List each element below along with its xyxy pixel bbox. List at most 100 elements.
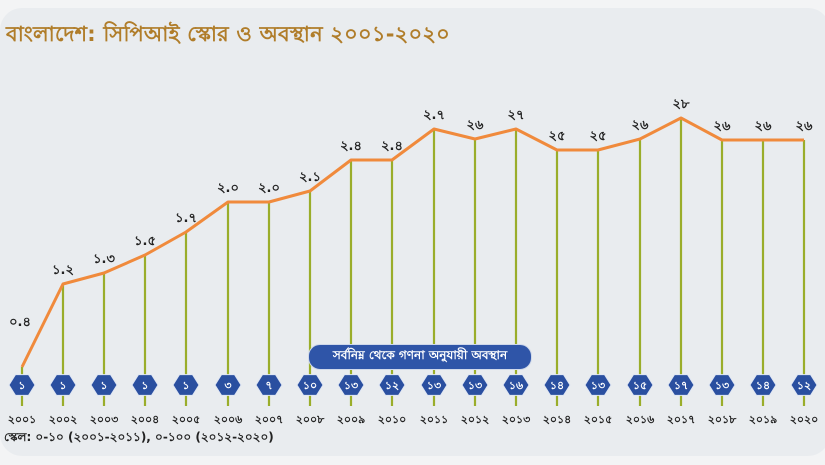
year-label: ২০০৬ [213,413,243,426]
rank-value: ১৩ [468,379,482,392]
hexagon-icon [420,374,448,396]
year-label: ২০০৪ [130,413,160,426]
score-label: ২.০ [217,181,239,196]
rank-value: ৭ [265,379,272,392]
hexagon-icon [131,374,159,396]
score-label: ২৬ [755,119,772,134]
score-label: ২৮ [673,97,690,112]
year-label: ২০০১ [7,413,37,426]
rank-badge: ১৩ [337,374,365,396]
score-label: ২৬ [796,119,813,134]
score-label: ২.৪ [381,139,403,154]
rank-value: ১ [100,379,107,392]
rank-value: ১৬ [509,379,524,392]
rank-value: ১ [59,379,66,392]
year-label: ২০১০ [377,413,407,426]
rank-badge: ১ [8,374,36,396]
year-label: ২০২০ [789,413,819,426]
hexagon-icon [90,374,118,396]
hexagon-icon [296,374,324,396]
rank-badge: ১৬ [502,374,530,396]
hexagon-icon [172,374,200,396]
rank-badge: ১৩ [420,374,448,396]
scale-note: স্কেল: ০-১০ (২০০১-২০১১), ০-১০০ (২০১২-২০২… [4,430,274,444]
score-label: ২.৪ [340,139,362,154]
rank-badge: ৩ [214,374,242,396]
hexagon-icon [584,374,612,396]
hexagon-icon [749,374,777,396]
rank-badge: ১২ [790,374,818,396]
rank-badge: ১৩ [708,374,736,396]
year-label: ২০১৭ [666,413,696,426]
rank-badge: ১২ [378,374,406,396]
rank-caption-pill: সর্বনিম্ন থেকে গণনা অনুযায়ী অবস্থান [308,344,532,370]
year-label: ২০১৩ [501,413,531,426]
hexagon-icon [337,374,365,396]
rank-value: ১ [141,379,148,392]
hexagon-icon [708,374,736,396]
hexagon-icon [378,374,406,396]
rank-value: ১২ [385,379,399,392]
rank-badge: ৭ [255,374,283,396]
hexagon-icon [543,374,571,396]
score-label: ২৬ [714,119,731,134]
year-label: ২০০৩ [89,413,119,426]
hexagon-icon [667,374,695,396]
score-label: ২৭ [508,108,525,123]
hexagon-icon [790,374,818,396]
rank-value: ১৩ [715,379,729,392]
rank-value: ১৪ [550,379,564,392]
rank-value: ৩ [224,379,231,392]
hexagon-icon [255,374,283,396]
rank-value: ১৩ [344,379,358,392]
year-label: ২০১৪ [542,413,572,426]
score-label: ০.৪ [9,315,31,330]
score-label: ১.৫ [134,234,156,249]
rank-value: ১৪ [756,379,770,392]
rank-value: ১০ [303,379,317,392]
hexagon-icon [461,374,489,396]
year-label: ২০০৯ [336,413,366,426]
chart-title: বাংলাদেশ: সিপিআই স্কোর ও অবস্থান ২০০১-২০… [6,22,451,46]
score-label: ২.০ [258,181,280,196]
score-label: ২৫ [549,129,566,144]
rank-badge: ১৪ [749,374,777,396]
rank-badge: ১ [90,374,118,396]
hexagon-icon [49,374,77,396]
year-label: ২০১৫ [583,413,613,426]
hexagon-icon [502,374,530,396]
year-label: ২০০৮ [295,413,325,426]
hexagon-icon [626,374,654,396]
score-label: ২.১ [299,170,321,185]
hexagon-icon [8,374,36,396]
score-label: ১.৩ [93,252,115,267]
rank-badge: ১৪ [543,374,571,396]
hexagon-icon [214,374,242,396]
rank-value: ১ [182,379,189,392]
year-label: ২০০৭ [254,413,284,426]
rank-value: ১৩ [427,379,441,392]
rank-badge: ১০ [296,374,324,396]
rank-badge: ১৩ [584,374,612,396]
rank-value: ১৭ [674,379,688,392]
year-label: ২০০২ [48,413,78,426]
rank-badge: ১৭ [667,374,695,396]
rank-badge: ১৩ [461,374,489,396]
rank-badge: ১৫ [626,374,654,396]
year-label: ২০১৯ [748,413,778,426]
rank-badge: ১ [131,374,159,396]
rank-value: ১৩ [591,379,605,392]
rank-badge: ১ [172,374,200,396]
score-label: ১.৭ [175,211,197,226]
rank-value: ১২ [797,379,811,392]
rank-badge: ১ [49,374,77,396]
score-label: ১.২ [52,263,74,278]
year-label: ২০১৮ [707,413,737,426]
score-line [20,116,804,368]
rank-value: ১ [18,379,25,392]
year-label: ২০১২ [460,413,490,426]
year-label: ২০১১ [419,413,449,426]
year-label: ২০০৫ [171,413,201,426]
score-label: ২৫ [590,129,607,144]
